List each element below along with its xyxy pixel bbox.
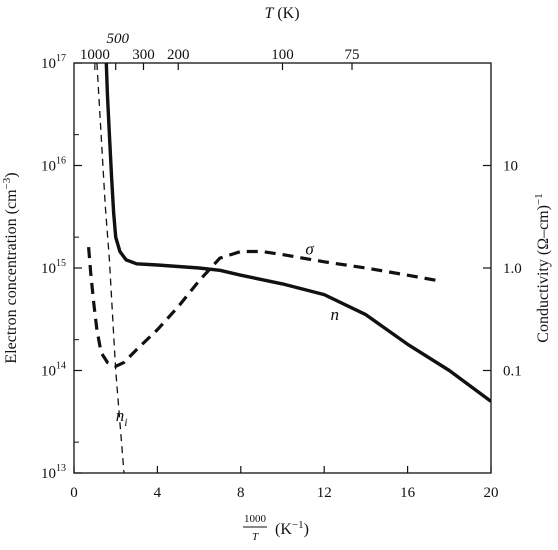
series-label: ni (116, 406, 128, 429)
x-title-numerator: 1000 (244, 513, 267, 525)
right-tick-label: 0.1 (503, 364, 522, 380)
left-tick-label: 1015 (41, 258, 66, 277)
x-tick-label: 12 (317, 485, 332, 501)
series-label: n (330, 305, 339, 324)
x-axis-title: 1000 T (K−1) (243, 513, 309, 543)
top-tick-label: 200 (167, 47, 190, 63)
bottom-axis: 0 4 8 12 16 20 (70, 466, 499, 501)
x-tick-label: 20 (484, 485, 499, 501)
left-axis-title: Electron concentration (cm−3) (1, 172, 20, 363)
top-tick-label: 300 (132, 47, 155, 63)
right-tick-label: 1.0 (503, 261, 522, 277)
top-tick-label: 100 (271, 47, 294, 63)
right-axis: 0.1 1.0 10 (483, 159, 522, 380)
top-axis-title: T (K) (264, 5, 299, 22)
top-tick-label: 1000 (80, 47, 110, 63)
top-tick-label: 500 (106, 31, 129, 47)
series-ni-line (96, 63, 125, 473)
left-tick-label: 1014 (41, 361, 66, 380)
right-axis-title: Conductivity (Ω–cm)−1 (533, 193, 552, 342)
left-tick-label: 1016 (41, 156, 66, 175)
x-title-denominator: T (252, 531, 259, 543)
series-layer (87, 63, 491, 473)
x-tick-label: 16 (400, 485, 416, 501)
left-axis: 1013 1014 1015 1016 1017 (41, 53, 82, 482)
series-n-line (104, 63, 491, 403)
annotation-layer: σ n ni (116, 240, 339, 430)
x-tick-label: 8 (237, 485, 245, 501)
series-label: σ (305, 240, 314, 259)
left-tick-label: 1017 (41, 53, 66, 72)
x-title-units: (K−1) (275, 519, 309, 538)
x-tick-label: 4 (154, 485, 162, 501)
series-sigma-line (87, 246, 440, 368)
right-tick-label: 10 (503, 159, 518, 175)
left-tick-label: 1013 (41, 463, 66, 482)
top-tick-label: 75 (345, 47, 360, 63)
plot-frame (73, 62, 492, 474)
x-tick-label: 0 (70, 485, 78, 501)
